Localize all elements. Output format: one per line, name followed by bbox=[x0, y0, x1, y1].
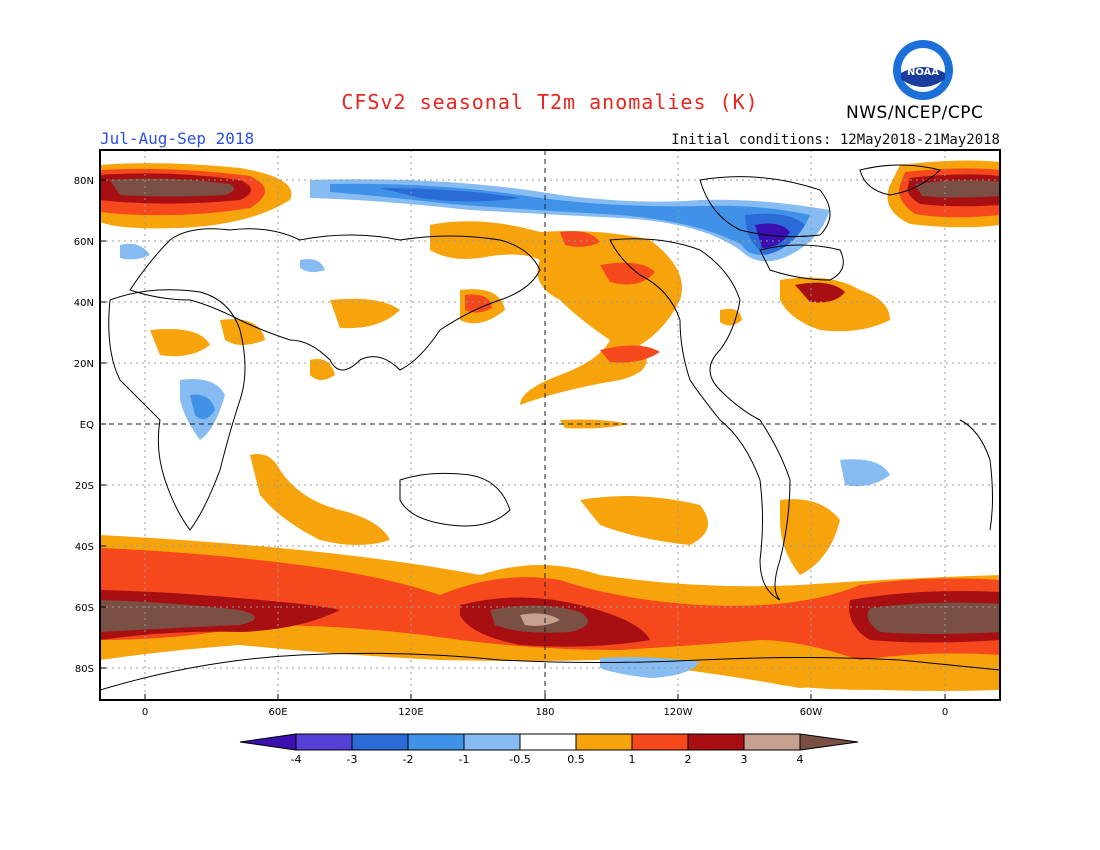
colorbar-swatch bbox=[575, 733, 633, 751]
colorbar-tick: -4 bbox=[291, 753, 302, 766]
map-title: CFSv2 seasonal T2m anomalies (K) bbox=[341, 90, 759, 114]
logo-text: NOAA bbox=[907, 67, 939, 78]
coastlines bbox=[100, 164, 1000, 691]
colorbar-swatch bbox=[295, 733, 353, 751]
colorbar-swatch bbox=[631, 733, 689, 751]
lat-label: 80N bbox=[74, 176, 94, 187]
lat-label: 40S bbox=[75, 542, 94, 553]
period-label: Jul-Aug-Sep 2018 bbox=[100, 129, 255, 148]
colorbar-swatch bbox=[351, 733, 409, 751]
colorbar-tick: 2 bbox=[685, 753, 692, 766]
colorbar-tick: 0.5 bbox=[567, 753, 585, 766]
colorbar-swatch bbox=[407, 733, 465, 751]
colorbar-swatch bbox=[799, 733, 859, 751]
lon-label: 60W bbox=[800, 707, 823, 718]
colorbar-swatch bbox=[519, 733, 577, 751]
lat-ticks bbox=[100, 179, 946, 700]
colorbar-swatch bbox=[743, 733, 801, 751]
colorbar-tick: -2 bbox=[403, 753, 414, 766]
initial-conditions-label: Initial conditions: 12May2018-21May2018 bbox=[671, 132, 1000, 148]
colorbar-swatch bbox=[687, 733, 745, 751]
colorbar-tick: -1 bbox=[459, 753, 470, 766]
lat-label: 20N bbox=[74, 359, 94, 370]
colorbar-swatch bbox=[463, 733, 521, 751]
gridlines bbox=[100, 150, 1000, 700]
colorbar-tick: 4 bbox=[797, 753, 804, 766]
lon-label: 120W bbox=[664, 707, 693, 718]
lat-label: 60N bbox=[74, 237, 94, 248]
lon-label: 0 bbox=[142, 707, 148, 718]
lat-label: EQ bbox=[80, 420, 94, 431]
colorbar-tick: 3 bbox=[741, 753, 748, 766]
lon-label: 60E bbox=[268, 707, 287, 718]
lat-label: 60S bbox=[75, 603, 94, 614]
lon-label: 180 bbox=[535, 707, 554, 718]
noaa-logo: NOAA bbox=[892, 39, 954, 101]
colorbar-tick: 1 bbox=[629, 753, 636, 766]
colorbar bbox=[239, 733, 859, 751]
agency-label: NWS/NCEP/CPC bbox=[846, 103, 984, 123]
colorbar-swatch bbox=[239, 733, 297, 751]
lat-label: 40N bbox=[74, 298, 94, 309]
lat-label: 20S bbox=[75, 481, 94, 492]
colorbar-tick: -3 bbox=[347, 753, 358, 766]
lat-label: 80S bbox=[75, 664, 94, 675]
lon-label: 0 bbox=[942, 707, 948, 718]
lon-label: 120E bbox=[398, 707, 423, 718]
equator-dateline bbox=[100, 150, 1000, 700]
anomaly-field bbox=[100, 160, 1000, 691]
colorbar-tick: -0.5 bbox=[509, 753, 530, 766]
map-frame bbox=[99, 149, 1001, 701]
